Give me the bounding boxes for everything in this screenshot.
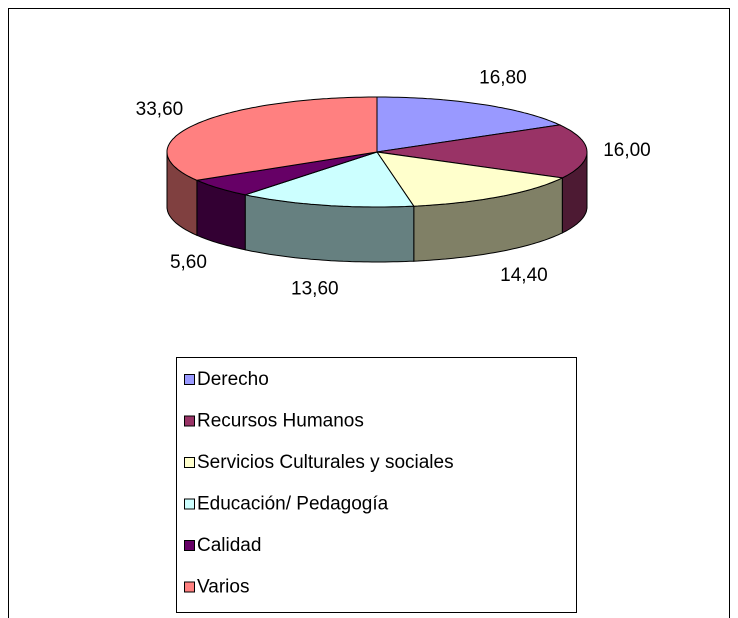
- legend-swatch: [184, 457, 195, 468]
- legend-swatch: [184, 374, 195, 385]
- legend-label: Recursos Humanos: [197, 411, 364, 432]
- legend-label: Calidad: [197, 535, 261, 556]
- slice: [166, 96, 378, 181]
- slice: [376, 96, 562, 153]
- slice: [195, 151, 378, 196]
- legend-swatch: [184, 540, 195, 551]
- legend-label: Educación/ Pedagogía: [197, 494, 389, 515]
- slice: [243, 151, 415, 208]
- chart-frame: [8, 8, 730, 618]
- slice: [375, 151, 565, 207]
- legend-swatch: [184, 581, 195, 593]
- legend-label: Derecho: [197, 369, 269, 390]
- slice: [376, 124, 588, 179]
- legend-box: [176, 357, 577, 613]
- data-label: 13,60: [291, 278, 339, 299]
- data-label: 33,60: [136, 99, 184, 120]
- legend-swatch: [184, 415, 195, 427]
- data-label: 16,80: [479, 68, 527, 89]
- data-label: 16,00: [603, 140, 651, 161]
- data-label: 14,40: [500, 265, 548, 286]
- legend-swatch: [184, 498, 195, 510]
- data-label: 5,60: [170, 252, 207, 273]
- legend-label: Varios: [197, 577, 249, 598]
- legend-label: Servicios Culturales y sociales: [197, 452, 454, 473]
